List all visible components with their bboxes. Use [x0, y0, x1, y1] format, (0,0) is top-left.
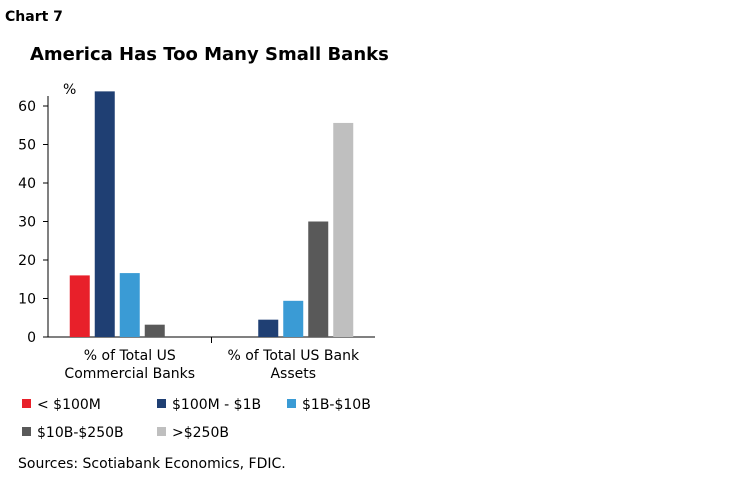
- x-tick-label: % of Total US Bank Assets: [227, 348, 360, 382]
- bar: [69, 275, 90, 337]
- legend-label: $10B-$250B: [37, 425, 124, 441]
- y-unit: %: [63, 82, 76, 98]
- y-tick-label: 60: [18, 99, 36, 115]
- y-tick-label: 30: [18, 215, 36, 231]
- bar: [94, 91, 115, 338]
- legend-label: >$250B: [172, 425, 229, 441]
- y-tick-label: 40: [18, 176, 36, 192]
- bar: [308, 221, 329, 337]
- legend-label: $100M - $1B: [172, 397, 261, 413]
- legend-label: $1B-$10B: [302, 397, 371, 413]
- legend-swatch: [157, 399, 166, 408]
- bar: [144, 324, 165, 337]
- y-tick-label: 20: [18, 253, 36, 269]
- legend-swatch: [157, 427, 166, 436]
- chart-title: America Has Too Many Small Banks: [30, 44, 389, 65]
- y-tick-label: 50: [18, 138, 36, 154]
- chart-label: Chart 7: [5, 9, 63, 25]
- bar: [333, 122, 354, 337]
- bar: [119, 273, 140, 337]
- y-tick-label: 0: [27, 330, 36, 346]
- source: Sources: Scotiabank Economics, FDIC.: [18, 456, 286, 472]
- x-tick-label: % of Total US Commercial Banks: [64, 348, 196, 382]
- bar: [283, 300, 304, 337]
- legend-swatch: [287, 399, 296, 408]
- y-tick-label: 10: [18, 292, 36, 308]
- bar: [258, 319, 279, 337]
- legend-swatch: [22, 427, 31, 436]
- legend-label: < $100M: [37, 397, 101, 413]
- legend-swatch: [22, 399, 31, 408]
